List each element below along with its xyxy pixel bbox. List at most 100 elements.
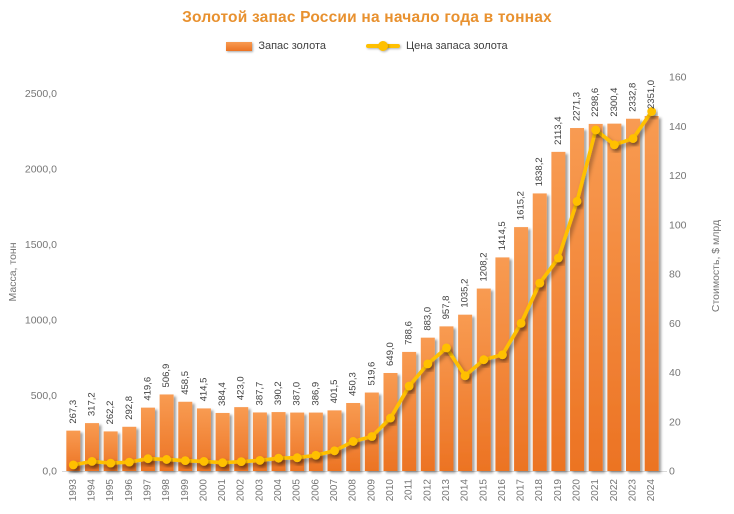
year-axis-label: 2004: [273, 479, 284, 502]
bar-2013[interactable]: [439, 326, 454, 471]
year-axis-label: 1993: [68, 479, 79, 502]
price-point-2007[interactable]: [330, 446, 339, 456]
year-axis-label: 2019: [553, 479, 564, 502]
chart-legend: Запас золота Цена запаса золота: [0, 40, 734, 52]
year-axis-label: 2007: [329, 479, 340, 502]
price-point-1996[interactable]: [124, 457, 134, 467]
price-point-2006[interactable]: [311, 450, 321, 460]
bar-value-label: 414,5: [198, 378, 209, 402]
price-point-2010[interactable]: [386, 413, 395, 423]
bar-2018[interactable]: [532, 193, 547, 471]
price-point-2002[interactable]: [236, 457, 246, 467]
bar-value-label: 267,3: [68, 400, 79, 424]
price-point-2011[interactable]: [404, 381, 414, 391]
price-point-1998[interactable]: [162, 455, 172, 464]
price-point-1995[interactable]: [106, 458, 116, 468]
right-axis-tick-label: 80: [669, 269, 681, 281]
right-axis-tick-label: 20: [669, 416, 681, 428]
price-point-2004[interactable]: [274, 453, 283, 463]
bar-2019[interactable]: [551, 151, 566, 472]
bar-2024[interactable]: [644, 115, 659, 472]
bar-value-label: 386,9: [310, 382, 321, 406]
bar-value-label: 262,2: [105, 401, 116, 425]
price-point-1994[interactable]: [87, 456, 97, 466]
page-title: Золотой запас России на начало года в то…: [182, 9, 552, 26]
bar-2005[interactable]: [290, 412, 305, 471]
price-point-2022[interactable]: [609, 140, 619, 150]
bar-value-label: 2332,8: [628, 83, 639, 112]
bar-value-label: 2298,6: [590, 88, 601, 117]
price-point-2024[interactable]: [647, 107, 657, 116]
bar-2017[interactable]: [514, 227, 529, 471]
legend-item-reserve-price[interactable]: Цена запаса золота: [365, 40, 508, 52]
price-point-2018[interactable]: [535, 278, 545, 288]
legend-item-gold-reserve[interactable]: Запас золота: [226, 40, 326, 52]
bar-value-label: 519,6: [366, 362, 377, 386]
price-point-2005[interactable]: [292, 453, 302, 463]
bar-value-label: 401,5: [329, 380, 340, 404]
year-axis-label: 2021: [590, 479, 601, 502]
year-axis-label: 1996: [124, 479, 135, 502]
bar-value-label: 292,8: [124, 396, 135, 420]
year-axis-label: 2013: [441, 479, 452, 502]
year-axis-label: 2003: [254, 479, 265, 502]
price-point-2015[interactable]: [479, 355, 489, 365]
bar-value-label: 390,2: [273, 381, 284, 405]
price-point-2009[interactable]: [367, 432, 377, 441]
bar-value-label: 387,7: [254, 382, 265, 406]
bar-value-label: 384,4: [217, 382, 228, 406]
year-axis-label: 1998: [161, 479, 172, 502]
bar-2015[interactable]: [476, 288, 491, 471]
bar-2022[interactable]: [607, 123, 622, 472]
price-point-2001[interactable]: [218, 458, 227, 468]
price-point-2012[interactable]: [423, 359, 433, 369]
bar-1999[interactable]: [178, 401, 193, 471]
bar-2012[interactable]: [420, 337, 435, 471]
bar-2011[interactable]: [402, 351, 417, 471]
price-point-2017[interactable]: [516, 318, 526, 328]
left-axis-tick-label: 2000,0: [25, 164, 57, 176]
bar-2000[interactable]: [196, 408, 211, 471]
year-axis-label: 1994: [86, 479, 97, 502]
bar-value-label: 2113,4: [553, 117, 564, 145]
bar-2006[interactable]: [308, 412, 323, 471]
price-point-1997[interactable]: [143, 454, 153, 464]
bar-1998[interactable]: [159, 394, 174, 471]
bar-value-label: 1208,2: [478, 252, 489, 281]
bar-2001[interactable]: [215, 412, 230, 471]
bar-1997[interactable]: [140, 407, 155, 471]
price-point-2008[interactable]: [348, 437, 358, 446]
year-axis-label: 2006: [310, 479, 321, 502]
bar-2003[interactable]: [252, 412, 267, 471]
legend-label: Запас золота: [258, 40, 326, 52]
year-axis-label: 2011: [404, 479, 415, 501]
price-point-1999[interactable]: [180, 456, 190, 466]
line-series-swatch-icon: [365, 41, 400, 51]
price-point-2020[interactable]: [572, 196, 582, 206]
price-point-2016[interactable]: [498, 350, 507, 360]
bar-value-label: 788,6: [404, 321, 415, 345]
right-axis-tick-label: 140: [669, 121, 687, 133]
price-point-2013[interactable]: [442, 343, 451, 353]
year-axis-label: 2022: [609, 479, 620, 502]
price-point-1993[interactable]: [68, 460, 78, 470]
bar-2008[interactable]: [346, 403, 361, 471]
price-point-2023[interactable]: [628, 134, 638, 143]
price-point-2000[interactable]: [199, 456, 209, 466]
bar-2007[interactable]: [327, 410, 342, 471]
bar-2021[interactable]: [588, 123, 603, 471]
price-point-2014[interactable]: [460, 371, 470, 381]
year-axis-label: 2016: [497, 479, 508, 502]
bar-2009[interactable]: [364, 392, 379, 471]
bar-value-label: 2351,0: [646, 80, 657, 109]
bar-1993[interactable]: [66, 430, 81, 471]
bar-2016[interactable]: [495, 257, 510, 471]
bar-2023[interactable]: [626, 118, 641, 472]
bar-2002[interactable]: [234, 407, 249, 471]
price-point-2003[interactable]: [255, 456, 265, 465]
price-point-2021[interactable]: [591, 125, 601, 135]
price-point-2019[interactable]: [553, 253, 563, 263]
year-axis-label: 2009: [366, 479, 377, 502]
bar-2014[interactable]: [458, 314, 473, 471]
